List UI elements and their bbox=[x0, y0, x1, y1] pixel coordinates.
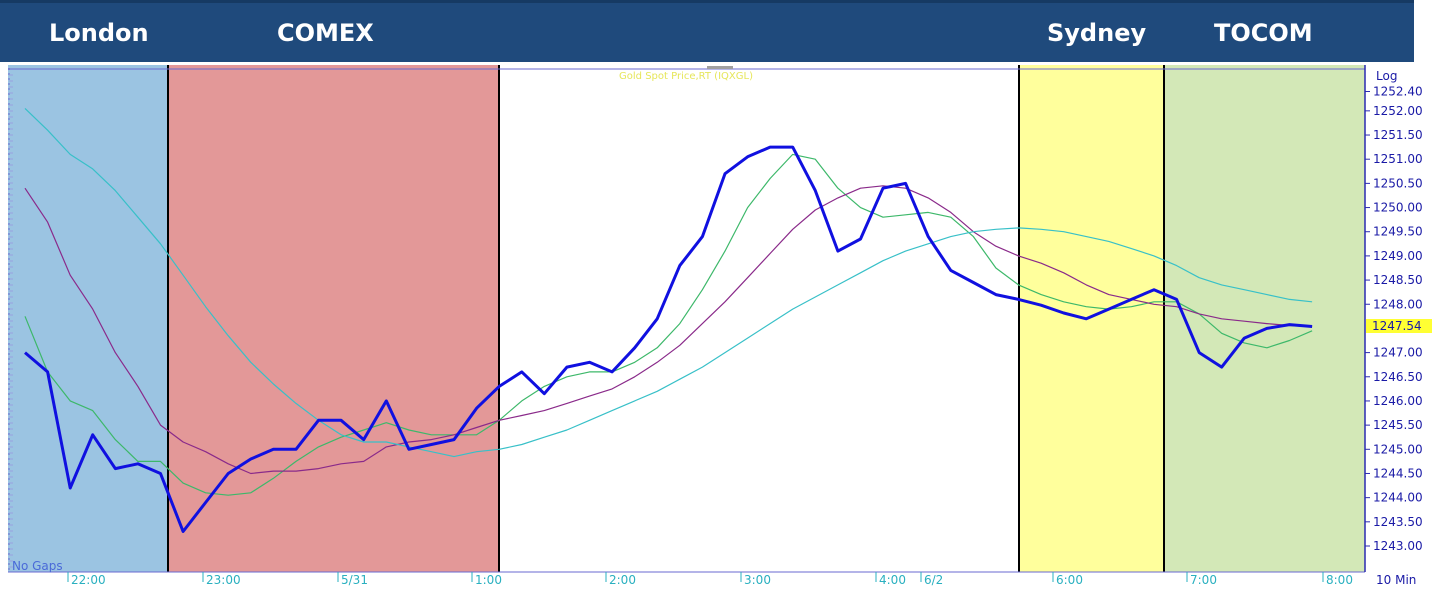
price-series-line bbox=[24, 145, 1313, 533]
x-tick-label: 7:00 bbox=[1190, 573, 1217, 587]
session-band-london bbox=[8, 65, 168, 572]
y-tick-label: 1244.50 bbox=[1373, 466, 1423, 480]
interval-label[interactable]: 10 Min bbox=[1376, 573, 1416, 587]
y-tick-label: 1251.00 bbox=[1373, 152, 1423, 166]
x-tick-label: 1:00 bbox=[475, 573, 502, 587]
y-tick-label: 1246.00 bbox=[1373, 394, 1423, 408]
y-tick-label: 1249.00 bbox=[1373, 249, 1423, 263]
y-tick-label: 1244.00 bbox=[1373, 491, 1423, 505]
x-tick-label: 4:00 bbox=[879, 573, 906, 587]
x-tick-label: 2:00 bbox=[609, 573, 636, 587]
y-tick-label: 1251.50 bbox=[1373, 128, 1423, 142]
title-handle[interactable] bbox=[707, 66, 733, 69]
session-label-tocom: TOCOM bbox=[1214, 19, 1313, 47]
y-tick-label: 1252.00 bbox=[1373, 104, 1423, 118]
y-tick-label: 1243.00 bbox=[1373, 539, 1423, 553]
y-tick-label: 1249.50 bbox=[1373, 225, 1423, 239]
session-band-sydney bbox=[1019, 65, 1164, 572]
banner-edge bbox=[0, 0, 1414, 3]
session-label-comex: COMEX bbox=[277, 19, 374, 47]
session-label-sydney: Sydney bbox=[1047, 19, 1146, 47]
series-lines bbox=[24, 107, 1313, 533]
x-tick-label: 6:00 bbox=[1056, 573, 1083, 587]
y-tick-label: 1245.50 bbox=[1373, 418, 1423, 432]
x-tick-label: 6/2 bbox=[924, 573, 943, 587]
y-tick-label: 1247.00 bbox=[1373, 346, 1423, 360]
x-axis-ticks: 22:00 23:00 5/31 1:00 2:00 3:00 4:00 6/2 6:00 7:0… bbox=[67, 572, 1353, 587]
y-axis-ticks: 1243.00 1243.50 1244.00 1244.50 1245.00 1245.… bbox=[9, 74, 1423, 568]
session-banner bbox=[0, 0, 1414, 62]
x-tick-label: 22:00 bbox=[71, 573, 106, 587]
no-gaps-label: No Gaps bbox=[12, 559, 63, 573]
last-price-label: 1247.54 bbox=[1372, 319, 1422, 333]
session-label-london: London bbox=[49, 19, 149, 47]
y-tick-label: 1245.00 bbox=[1373, 442, 1423, 456]
x-tick-label: 8:00 bbox=[1326, 573, 1353, 587]
chart-title: Gold Spot Price,RT (IQXGL) bbox=[619, 71, 753, 82]
y-tick-label: 1250.50 bbox=[1373, 176, 1423, 190]
last-price-marker bbox=[1366, 319, 1432, 333]
moving-average-line-1 bbox=[24, 153, 1313, 496]
y-tick-label: 1246.50 bbox=[1373, 370, 1423, 384]
y-tick-label: 1250.00 bbox=[1373, 201, 1423, 215]
session-band-tocom bbox=[1164, 65, 1365, 572]
y-tick-label: 1248.00 bbox=[1373, 297, 1423, 311]
x-tick-label: 23:00 bbox=[206, 573, 241, 587]
session-band-comex bbox=[169, 65, 499, 572]
y-tick-label: 1248.50 bbox=[1373, 273, 1423, 287]
x-tick-label: 3:00 bbox=[744, 573, 771, 587]
y-tick-label: 1243.50 bbox=[1373, 515, 1423, 529]
moving-average-line-2 bbox=[24, 185, 1313, 475]
y-tick-label: 1252.40 bbox=[1373, 85, 1423, 99]
moving-average-line-3 bbox=[24, 107, 1313, 458]
x-tick-label: 5/31 bbox=[341, 573, 368, 587]
scale-label: Log bbox=[1376, 69, 1397, 83]
